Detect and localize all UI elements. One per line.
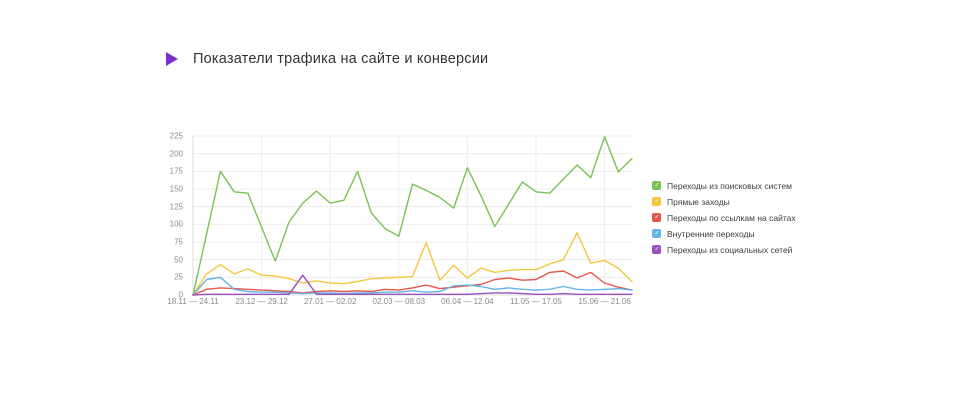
y-tick-label: 75: [174, 237, 183, 247]
x-tick-label: 23.12 — 29.12: [235, 297, 288, 306]
x-tick-label: 02.03 — 08.03: [372, 297, 426, 306]
legend-label: Переходы по ссылкам на сайтах: [667, 212, 796, 223]
legend-checkbox[interactable]: ✓: [652, 245, 661, 254]
y-tick-label: 150: [169, 184, 183, 194]
legend-checkbox[interactable]: ✓: [652, 213, 661, 222]
legend-checkbox[interactable]: ✓: [652, 197, 661, 206]
series-line: [192, 135, 633, 296]
x-tick-label: 06.04 — 12.04: [441, 297, 494, 306]
y-tick-label: 100: [169, 219, 183, 229]
legend-label: Внутренние переходы: [667, 228, 755, 239]
y-tick-label: 225: [169, 131, 183, 141]
legend-checkbox[interactable]: ✓: [652, 229, 661, 238]
legend-label: Прямые заходы: [667, 196, 730, 207]
report-header: Показатели трафика на сайте и конверсии: [166, 51, 488, 67]
legend-item[interactable]: ✓ Внутренние переходы: [652, 228, 796, 239]
series-line: [192, 274, 633, 296]
plot-area: [192, 135, 633, 296]
check-icon: ✓: [654, 198, 659, 205]
traffic-chart: [192, 135, 633, 296]
legend-item[interactable]: ✓ Прямые заходы: [652, 196, 796, 207]
check-icon: ✓: [654, 230, 659, 237]
chart-legend: ✓ Переходы из поисковых систем ✓ Прямые зах…: [652, 181, 796, 261]
page-title: Показатели трафика на сайте и конверсии: [193, 51, 489, 67]
x-axis: 18.11 — 24.11 23.12 — 29.12 27.01 — 02.02 0…: [167, 297, 632, 311]
y-tick-label: 25: [174, 272, 183, 282]
x-tick-label: 27.01 — 02.02: [303, 297, 357, 306]
y-tick-label: 175: [169, 166, 183, 176]
legend-item[interactable]: ✓ Переходы из социальных сетей: [652, 244, 796, 255]
x-tick-label: 18.11 — 24.11: [167, 297, 219, 306]
section-arrow-icon: [166, 52, 178, 66]
y-tick-label: 50: [174, 255, 183, 265]
check-icon: ✓: [654, 214, 659, 221]
check-icon: ✓: [654, 182, 659, 189]
y-axis: 0 25 50 75 100 125 150 175 200 225: [150, 132, 188, 300]
legend-label: Переходы из социальных сетей: [667, 244, 793, 255]
series-line: [192, 232, 633, 296]
legend-item[interactable]: ✓ Переходы по ссылкам на сайтах: [652, 212, 796, 223]
y-tick-label: 125: [169, 202, 183, 212]
x-tick-label: 15.06 — 21.06: [578, 297, 631, 306]
series-line: [192, 276, 633, 296]
y-tick-label: 200: [169, 149, 183, 159]
legend-checkbox[interactable]: ✓: [652, 181, 661, 190]
y-tick-label: 0: [178, 290, 183, 300]
x-tick-label: 11.05 — 17.05: [510, 297, 562, 306]
legend-item[interactable]: ✓ Переходы из поисковых систем: [652, 180, 796, 191]
series-line: [192, 270, 633, 296]
legend-label: Переходы из поисковых систем: [667, 180, 792, 191]
check-icon: ✓: [654, 246, 659, 253]
